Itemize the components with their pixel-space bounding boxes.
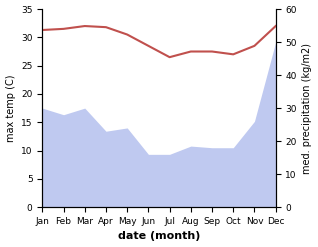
Y-axis label: max temp (C): max temp (C) (5, 74, 16, 142)
X-axis label: date (month): date (month) (118, 231, 200, 242)
Y-axis label: med. precipitation (kg/m2): med. precipitation (kg/m2) (302, 43, 313, 174)
